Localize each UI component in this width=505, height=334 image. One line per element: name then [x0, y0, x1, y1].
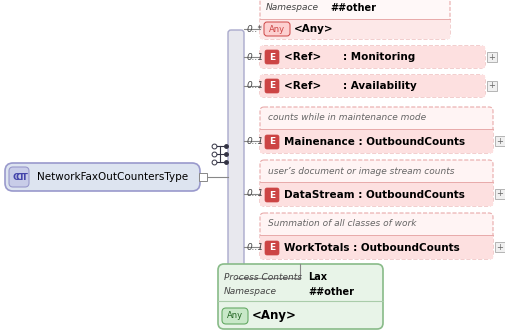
Text: Lax: Lax [308, 272, 327, 282]
Text: E: E [269, 190, 275, 199]
FancyBboxPatch shape [260, 213, 493, 259]
Text: E: E [269, 243, 275, 253]
Text: Any: Any [269, 24, 285, 33]
Bar [199, 173, 207, 181]
Text: Any: Any [227, 312, 243, 321]
FancyBboxPatch shape [218, 264, 383, 329]
FancyBboxPatch shape [222, 308, 248, 324]
Text: 0..1: 0..1 [247, 81, 264, 91]
Text: WorkTotals : OutboundCounts: WorkTotals : OutboundCounts [284, 243, 460, 253]
FancyBboxPatch shape [265, 241, 279, 255]
Text: <Ref>      : Monitoring: <Ref> : Monitoring [284, 52, 415, 62]
Text: E: E [269, 81, 275, 91]
Text: E: E [269, 138, 275, 147]
FancyBboxPatch shape [260, 160, 493, 206]
FancyBboxPatch shape [9, 167, 29, 187]
Text: 0..1: 0..1 [247, 137, 264, 146]
Bar [260, 129, 493, 153]
Text: +: + [496, 242, 503, 252]
Bar [260, 75, 485, 97]
Bar [487, 52, 497, 62]
Bar [487, 81, 497, 91]
Text: NetworkFaxOutCountersType: NetworkFaxOutCountersType [37, 172, 188, 182]
Text: +: + [496, 189, 503, 198]
Text: ##other: ##other [308, 287, 354, 297]
Text: 0..1: 0..1 [247, 242, 264, 252]
FancyBboxPatch shape [264, 22, 290, 36]
Text: counts while in maintenance mode: counts while in maintenance mode [268, 114, 426, 123]
FancyBboxPatch shape [265, 79, 279, 93]
Text: 0..1: 0..1 [247, 189, 264, 198]
Text: DataStream : OutboundCounts: DataStream : OutboundCounts [284, 190, 465, 200]
Bar [260, 235, 493, 259]
Bar [260, 46, 485, 68]
FancyBboxPatch shape [228, 30, 244, 278]
Text: user’s document or image stream counts: user’s document or image stream counts [268, 167, 454, 175]
Text: +: + [496, 137, 503, 146]
Bar [495, 189, 505, 199]
Text: <Any>: <Any> [294, 24, 334, 34]
FancyBboxPatch shape [265, 188, 279, 202]
Bar [495, 242, 505, 252]
Bar [260, 19, 450, 39]
FancyBboxPatch shape [260, 107, 493, 153]
FancyBboxPatch shape [260, 46, 485, 68]
FancyBboxPatch shape [265, 50, 279, 64]
Text: Process Contents: Process Contents [224, 273, 302, 282]
Text: CT: CT [13, 172, 25, 181]
Text: Mainenance : OutboundCounts: Mainenance : OutboundCounts [284, 137, 465, 147]
Text: CT: CT [16, 172, 28, 181]
FancyBboxPatch shape [260, 75, 485, 97]
FancyBboxPatch shape [265, 135, 279, 149]
FancyBboxPatch shape [260, 0, 450, 39]
Text: Namespace: Namespace [224, 288, 277, 297]
Text: +: + [488, 81, 495, 91]
Text: <Any>: <Any> [252, 310, 297, 323]
FancyBboxPatch shape [5, 163, 200, 191]
Text: ##other: ##other [330, 3, 376, 13]
Text: 0..1: 0..1 [247, 52, 264, 61]
Text: Summation of all classes of work: Summation of all classes of work [268, 219, 417, 228]
Bar [495, 136, 505, 146]
Text: 0..*: 0..* [247, 24, 263, 33]
Text: E: E [269, 52, 275, 61]
Bar [260, 182, 493, 206]
Text: Namespace: Namespace [266, 3, 319, 12]
Text: <Ref>      : Availability: <Ref> : Availability [284, 81, 417, 91]
Text: +: + [488, 52, 495, 61]
